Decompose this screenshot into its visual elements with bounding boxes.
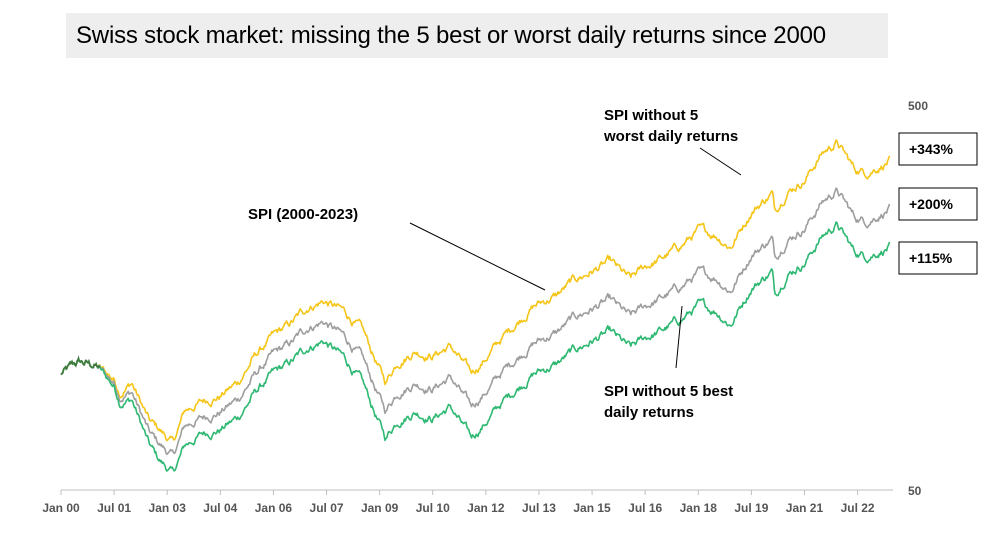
shared-segment-line — [60, 355, 101, 376]
series-line-1 — [60, 187, 891, 456]
x-tick-label: Jul 19 — [734, 501, 768, 515]
annotation-leader-line — [675, 305, 683, 369]
x-tick-label: Jul 01 — [97, 501, 131, 515]
end-label-box — [898, 132, 978, 166]
end-label-text: +200% — [909, 196, 954, 212]
annotation-leader-line — [699, 147, 742, 176]
end-labels: +343% +200% +115% — [898, 132, 978, 275]
x-tick-label: Jul 04 — [203, 501, 237, 515]
annotation-leader-line — [409, 222, 546, 291]
x-tick-label: Jan 21 — [786, 501, 824, 515]
annotation-text: SPI (2000-2023) — [248, 206, 358, 223]
series-layer — [60, 139, 891, 472]
x-tick-label: Jan 12 — [467, 501, 505, 515]
y-tick-label: 50 — [908, 484, 922, 498]
end-label-box — [898, 187, 978, 221]
y-tick-label: 500 — [908, 99, 928, 113]
x-axis: Jan 00 Jul 01 Jan 03 Jul 04 Jan 06 Jul 07 Jan … — [42, 489, 893, 515]
annotation-text: SPI without 5 best — [604, 383, 733, 400]
chart-title-box: Swiss stock market: missing the 5 best o… — [66, 13, 888, 58]
x-tick-label: Jan 00 — [42, 501, 80, 515]
x-tick-label: Jan 15 — [573, 501, 611, 515]
annotation-text: daily returns — [604, 404, 694, 421]
x-tick-label: Jul 16 — [628, 501, 662, 515]
x-tick-label: Jul 07 — [310, 501, 344, 515]
series-line-0 — [60, 139, 891, 442]
x-tick-label: Jul 10 — [416, 501, 450, 515]
annotation-text: worst daily returns — [603, 128, 738, 145]
x-tick-label: Jan 06 — [255, 501, 293, 515]
end-label-text: +343% — [909, 141, 954, 157]
x-tick-label: Jan 18 — [680, 501, 718, 515]
series-line-2 — [60, 221, 891, 472]
end-label-box — [898, 241, 978, 275]
x-tick-label: Jan 09 — [361, 501, 399, 515]
x-tick-label: Jul 22 — [841, 501, 875, 515]
y-axis: 500 50 — [908, 99, 928, 498]
annotations: SPI without 5 worst daily returns SPI (200… — [248, 107, 742, 421]
end-label-text: +115% — [909, 250, 953, 266]
x-tick-label: Jan 03 — [149, 501, 187, 515]
annotation-text: SPI without 5 — [604, 107, 698, 124]
x-tick-label: Jul 13 — [522, 501, 556, 515]
chart-title: Swiss stock market: missing the 5 best o… — [76, 21, 826, 49]
